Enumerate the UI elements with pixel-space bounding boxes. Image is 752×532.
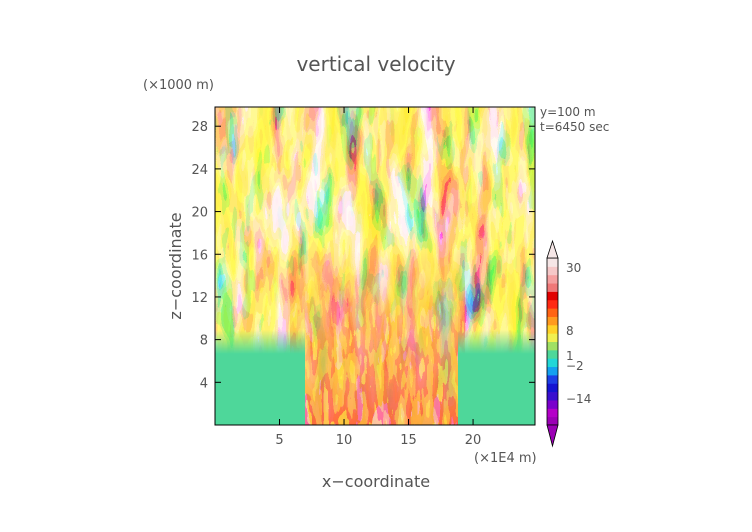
colorbar-segment: [547, 308, 558, 317]
x-tick-label: 10: [336, 433, 353, 448]
colorbar-segment: [547, 283, 558, 292]
colorbar-segment: [547, 299, 558, 309]
annotation-time: t=6450 sec: [540, 120, 609, 134]
chart-title: vertical velocity: [296, 52, 455, 76]
colorbar-segment: [547, 324, 558, 334]
x-axis-ticks: 5 10 15 20: [275, 107, 481, 448]
y-tick-label: 12: [191, 291, 208, 306]
x-tick-label: 20: [465, 433, 482, 448]
x-tick-label: 15: [400, 433, 417, 448]
annotation-y-position: y=100 m: [540, 105, 596, 119]
colorbar-segment: [547, 266, 558, 276]
y-tick-label: 28: [191, 120, 208, 135]
colorbar-segment: [547, 333, 558, 342]
x-tick-label: 5: [275, 433, 283, 448]
colorbar-tick-label: −2: [566, 359, 584, 373]
colorbar-segment: [547, 374, 558, 384]
colorbar-segment: [547, 341, 558, 351]
colorbar-top-arrow: [546, 239, 559, 259]
plot-frame: [214, 106, 536, 426]
colorbar-segment: [547, 274, 558, 284]
colorbar-segment: [547, 258, 558, 267]
colorbar-segment: [547, 358, 558, 368]
x-axis-label: x−coordinate: [322, 472, 430, 491]
heatmap-field: [215, 107, 535, 425]
y-tick-label: 16: [191, 248, 208, 263]
y-axis-label: z−coordinate: [166, 212, 185, 319]
colorbar-bottom-arrow: [546, 424, 559, 448]
colorbar-segment: [547, 366, 558, 376]
colorbar-segment: [547, 391, 558, 401]
y-tick-label: 8: [200, 334, 208, 349]
colorbar-segment: [547, 349, 558, 359]
colorbar-segment: [547, 383, 558, 393]
colorbar-segment: [547, 408, 558, 418]
colorbar-segment: [547, 416, 558, 426]
x-axis-unit: (×1E4 m): [474, 451, 537, 466]
colorbar-segment: [547, 316, 558, 326]
colorbar: 30 8 1−2 −14: [546, 239, 591, 448]
colorbar-segment: [547, 291, 558, 301]
colorbar-tick-label: 1: [566, 349, 574, 363]
colorbar-segment: [547, 399, 558, 409]
y-tick-label: 20: [191, 206, 208, 221]
y-tick-label: 4: [200, 376, 208, 391]
y-axis-unit: (×1000 m): [143, 78, 214, 93]
colorbar-tick-label: −14: [566, 392, 591, 406]
colorbar-tick-label: 30: [566, 261, 581, 275]
colorbar-tick-label: 8: [566, 324, 574, 338]
y-axis-ticks: 4 8 12 16 20 24 28: [191, 120, 535, 391]
y-tick-label: 24: [191, 163, 208, 178]
